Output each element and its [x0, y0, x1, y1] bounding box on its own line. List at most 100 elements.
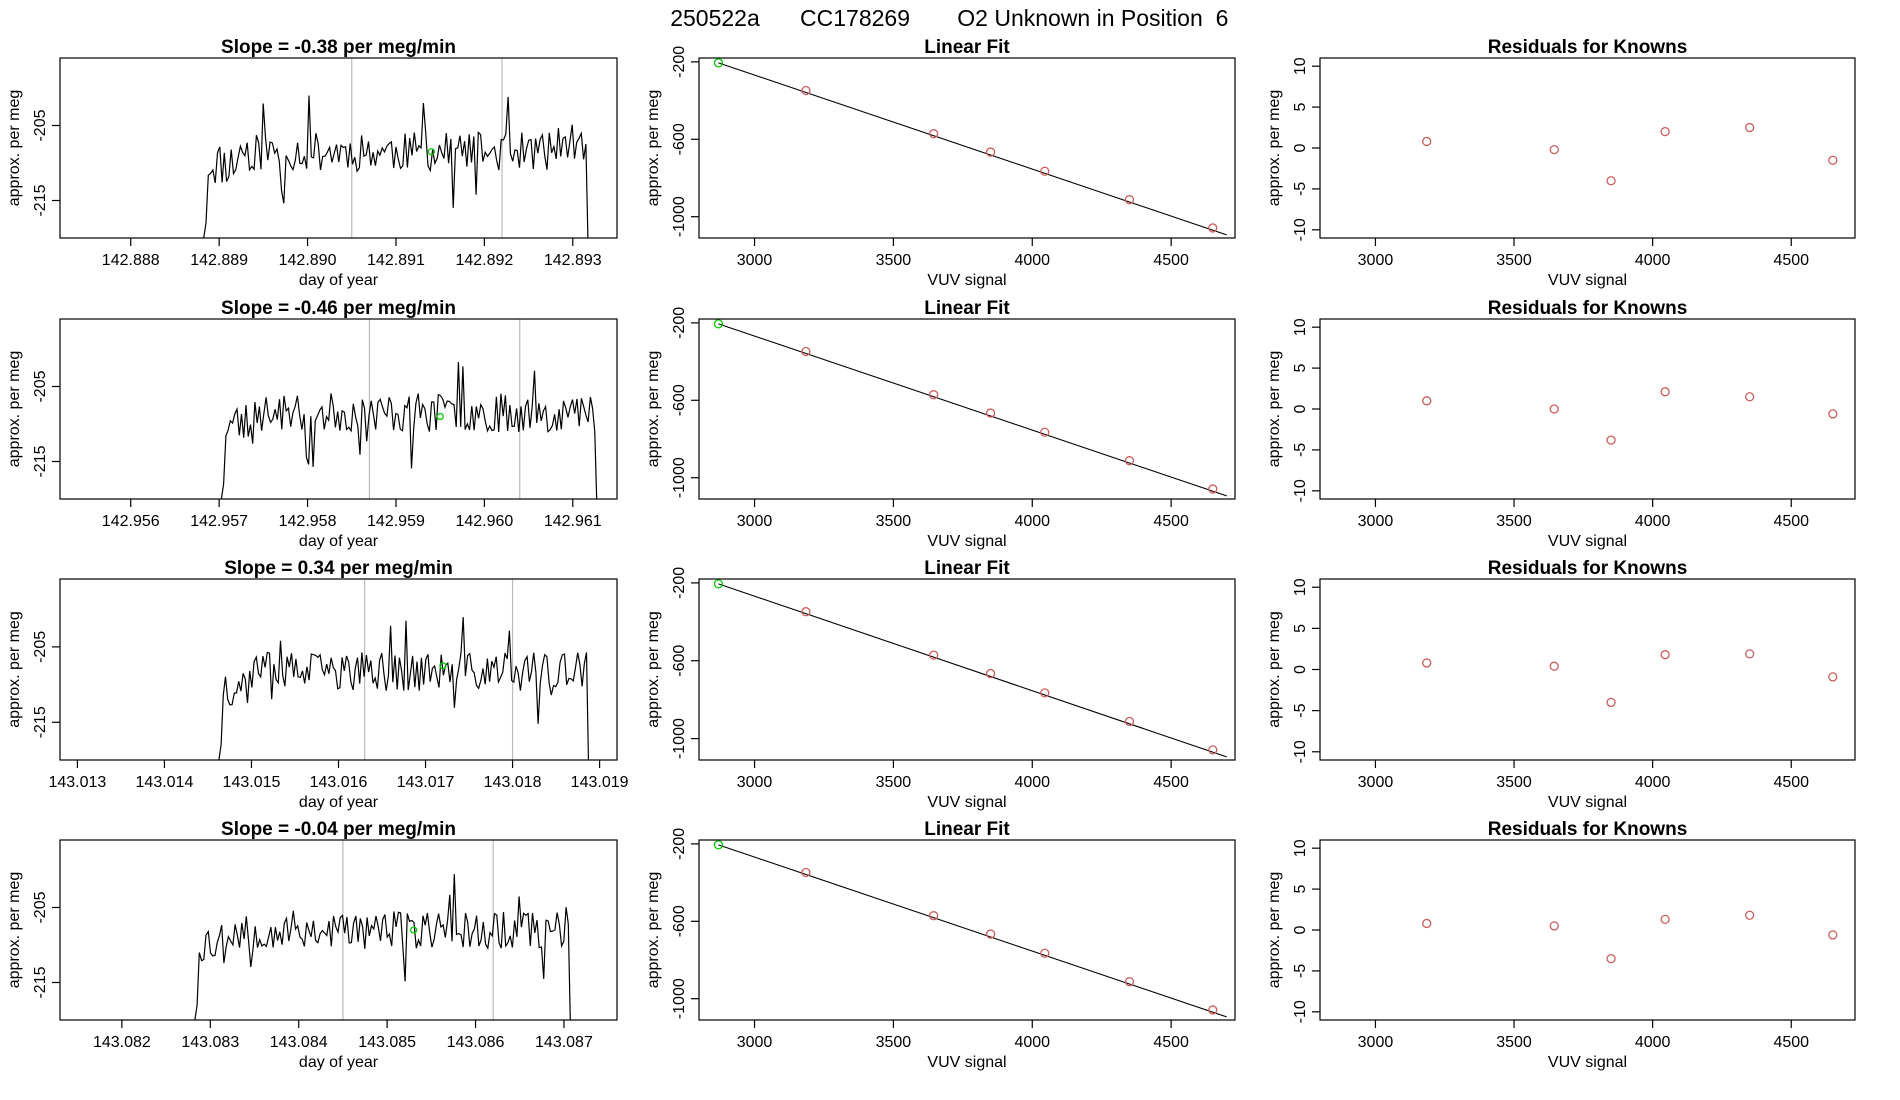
residual-point — [1828, 155, 1838, 165]
x-tick-label: 4000 — [1014, 513, 1050, 530]
fit-line — [718, 62, 1227, 236]
y-tick-label: 0 — [1292, 925, 1309, 934]
x-tick-label: 3500 — [876, 513, 912, 530]
unknown-marker — [410, 926, 418, 934]
panel-title: Slope = -0.46 per meg/min — [221, 298, 456, 319]
x-tick-label: 3000 — [1358, 774, 1394, 791]
x-tick-label: 142.958 — [279, 513, 337, 530]
unknown-point — [713, 840, 724, 850]
known-point — [801, 867, 811, 878]
residual-point — [1660, 387, 1670, 397]
panel-title: Residuals for Knowns — [1488, 819, 1688, 840]
signal-line — [203, 95, 589, 238]
residual-point — [1549, 144, 1559, 155]
panel-title: Residuals for Knowns — [1488, 298, 1688, 319]
residual-point — [1745, 649, 1755, 659]
plot-area — [1422, 122, 1838, 186]
x-tick-label: 143.014 — [136, 774, 194, 791]
plot-area — [713, 319, 1227, 497]
y-axis-label: approx. per meg — [1266, 351, 1283, 468]
y-tick-label: 5 — [1292, 103, 1309, 112]
x-tick-label: 142.890 — [279, 252, 337, 269]
y-tick-label: -600 — [671, 905, 688, 937]
known-point — [929, 911, 939, 921]
y-tick-label: 0 — [1292, 404, 1309, 413]
x-tick-label: 3500 — [1496, 513, 1532, 530]
y-axis-label: approx. per meg — [6, 351, 23, 468]
y-tick-label: -1000 — [671, 196, 688, 237]
unknown-marker — [427, 148, 435, 156]
y-tick-label: -205 — [32, 631, 49, 663]
known-point — [801, 85, 811, 96]
x-tick-label: 143.085 — [358, 1034, 416, 1051]
known-point — [1124, 716, 1135, 727]
y-tick-label: -200 — [671, 307, 688, 339]
x-tick-label: 4000 — [1014, 1034, 1050, 1051]
x-tick-label: 4500 — [1153, 252, 1189, 269]
x-axis-label: VUV signal — [927, 533, 1006, 550]
plot-frame — [698, 318, 1236, 500]
x-tick-label: 143.083 — [181, 1034, 239, 1051]
x-tick-label: 143.019 — [571, 774, 629, 791]
x-tick-label: 3000 — [1358, 252, 1394, 269]
plot-area — [713, 840, 1227, 1018]
y-tick-label: -1000 — [671, 457, 688, 498]
y-axis-label: approx. per meg — [6, 90, 23, 207]
known-point — [1124, 195, 1135, 205]
plot-area — [60, 319, 598, 499]
x-tick-label: 3000 — [737, 252, 773, 269]
x-tick-label: 4500 — [1153, 513, 1189, 530]
y-tick-label: -10 — [1292, 479, 1309, 502]
x-tick-label: 142.888 — [102, 252, 160, 269]
known-point — [1040, 166, 1050, 176]
known-point — [1040, 948, 1050, 958]
plot-frame — [59, 839, 618, 1021]
x-tick-label: 3500 — [1496, 252, 1532, 269]
y-tick-label: -215 — [32, 445, 49, 477]
x-tick-label: 142.956 — [102, 513, 160, 530]
y-tick-label: -1000 — [671, 978, 688, 1019]
unknown-marker — [436, 412, 444, 421]
known-point — [1040, 688, 1050, 698]
fit-line — [718, 583, 1227, 758]
x-tick-label: 4500 — [1773, 513, 1809, 530]
x-axis-label: VUV signal — [1548, 272, 1627, 289]
x-tick-label: 143.084 — [270, 1034, 328, 1051]
x-tick-label: 3000 — [1358, 1034, 1394, 1051]
x-tick-label: 143.082 — [93, 1034, 151, 1051]
y-tick-label: -200 — [671, 46, 688, 78]
x-tick-label: 3000 — [737, 1034, 773, 1051]
y-axis-label: approx. per meg — [645, 351, 662, 468]
fit-line — [718, 323, 1227, 497]
plot-frame — [59, 578, 618, 761]
y-tick-label: -10 — [1292, 740, 1309, 763]
unknown-point — [713, 579, 724, 589]
x-tick-label: 3500 — [1496, 1034, 1532, 1051]
y-axis-label: approx. per meg — [645, 872, 662, 989]
x-tick-label: 143.018 — [484, 774, 542, 791]
y-tick-label: -5 — [1292, 703, 1309, 717]
y-axis-label: approx. per meg — [645, 90, 662, 207]
x-axis-label: day of year — [299, 272, 379, 289]
known-point — [929, 650, 939, 660]
y-axis-label: approx. per meg — [1266, 90, 1283, 207]
residual-point — [1422, 136, 1432, 147]
x-tick-label: 3500 — [876, 252, 912, 269]
plot-frame — [698, 57, 1236, 239]
y-tick-label: -215 — [32, 966, 49, 998]
residuals-panel-row-1: Residuals for Knowns 3000 3500 4000 4500 10 5 0… — [1266, 37, 1856, 289]
x-tick-label: 4500 — [1773, 252, 1809, 269]
y-tick-label: -5 — [1292, 443, 1309, 457]
residual-point — [1549, 404, 1559, 414]
y-tick-label: -600 — [671, 384, 688, 416]
y-tick-label: 10 — [1292, 318, 1309, 336]
x-tick-label: 3000 — [737, 513, 773, 530]
x-tick-label: 143.017 — [397, 774, 455, 791]
plot-area — [1422, 387, 1838, 445]
linear_fit-panel-row-3: Linear Fit 3000 3500 4000 4500 -200 -600 -1000 V… — [645, 558, 1236, 811]
x-tick-label: 4000 — [1014, 252, 1050, 269]
panel-title: Linear Fit — [924, 558, 1010, 579]
residual-point — [1606, 435, 1616, 445]
plot-frame — [1319, 578, 1856, 761]
known-point — [985, 929, 996, 939]
